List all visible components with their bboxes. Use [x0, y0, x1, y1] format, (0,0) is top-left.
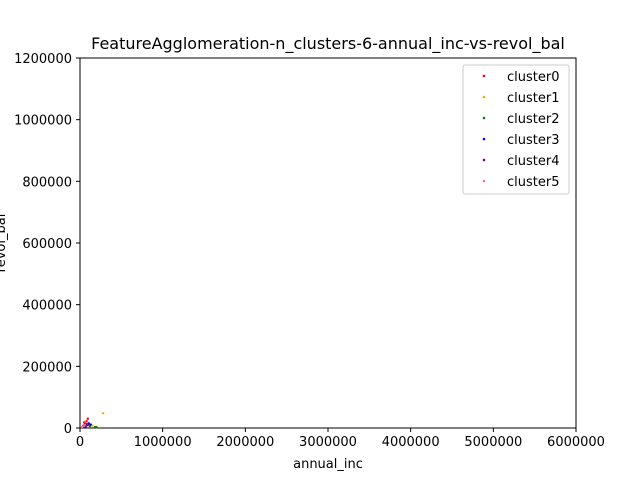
cluster1-legend-label: cluster1	[507, 91, 559, 106]
cluster0-point	[86, 417, 90, 420]
chart-title: FeatureAgglomeration-n_clusters-6-annual…	[91, 34, 565, 54]
cluster1-point	[101, 412, 105, 415]
x-tick-label: 2000000	[216, 435, 274, 450]
cluster4-legend-label: cluster4	[507, 154, 559, 169]
cluster4-point	[85, 423, 89, 426]
x-tick-label: 6000000	[547, 435, 605, 450]
cluster1-legend-marker	[482, 95, 486, 99]
x-tick-label: 1000000	[134, 435, 192, 450]
y-tick-label: 0	[64, 422, 72, 437]
cluster0-point	[85, 420, 88, 423]
cluster5-legend-label: cluster5	[507, 175, 559, 190]
x-axis-label: annual_inc	[293, 457, 363, 472]
y-tick-label: 400000	[22, 299, 72, 314]
cluster3-legend-marker	[482, 137, 486, 141]
cluster2-point	[93, 425, 97, 429]
y-tick-label: 200000	[22, 360, 72, 375]
x-axis: 0 1000000 2000000 3000000 4000000 5000000 6000…	[76, 428, 605, 450]
cluster0-point	[82, 421, 86, 424]
cluster3-legend-label: cluster3	[507, 133, 559, 148]
x-tick-label: 4000000	[382, 435, 440, 450]
legend-box	[462, 64, 570, 195]
cluster3-point	[89, 423, 92, 426]
y-tick-label: 1000000	[14, 114, 72, 129]
cluster2-legend-label: cluster2	[507, 112, 559, 127]
cluster4-legend-marker	[482, 158, 486, 162]
legend: cluster0 cluster1 cluster2 cluster3 cluster4…	[462, 64, 570, 195]
cluster5-point	[82, 424, 86, 428]
y-tick-label: 800000	[22, 175, 72, 190]
y-axis: 0 200000 400000 600000 800000 1000000 1200000	[14, 52, 80, 437]
y-axis-label: revol_bal	[0, 214, 9, 273]
cluster2-legend-marker	[482, 116, 486, 120]
x-tick-label: 5000000	[464, 435, 522, 450]
cluster0-legend-label: cluster0	[507, 70, 559, 85]
y-tick-label: 600000	[22, 237, 72, 252]
cluster0-legend-marker	[482, 74, 486, 78]
x-tick-label: 3000000	[299, 435, 357, 450]
cluster5-legend-marker	[482, 179, 486, 183]
cluster5-point	[80, 425, 84, 429]
x-tick-label: 0	[76, 435, 84, 450]
y-tick-label: 1200000	[14, 52, 72, 67]
data-points	[80, 412, 105, 429]
